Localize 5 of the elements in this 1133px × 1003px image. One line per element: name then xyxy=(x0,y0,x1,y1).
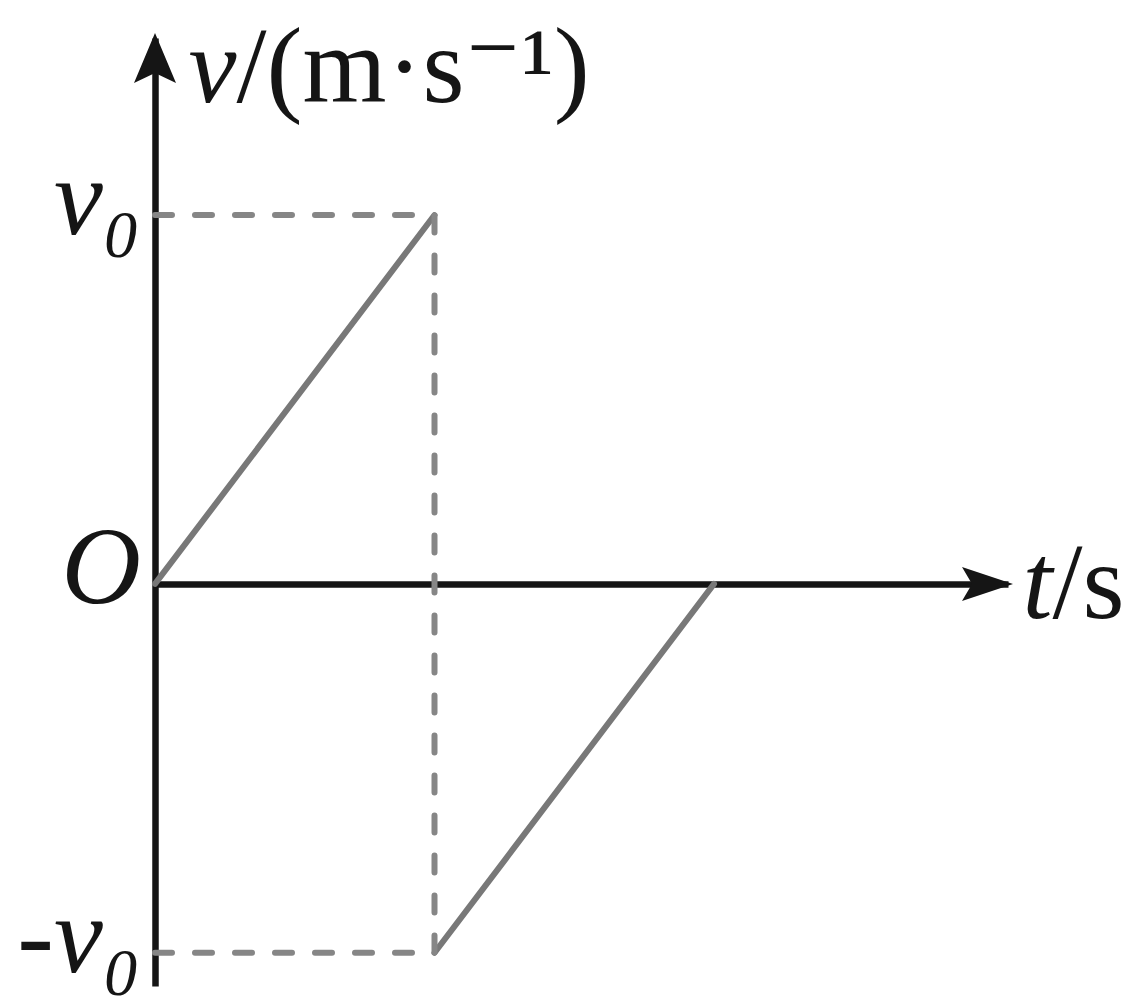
x-axis-title: t/s xyxy=(1022,522,1125,642)
text: -v₀ xyxy=(17,873,141,996)
text: O xyxy=(61,504,141,627)
y-axis-title: v/(m·s⁻¹) xyxy=(188,5,590,126)
text: v₀ xyxy=(53,136,141,259)
